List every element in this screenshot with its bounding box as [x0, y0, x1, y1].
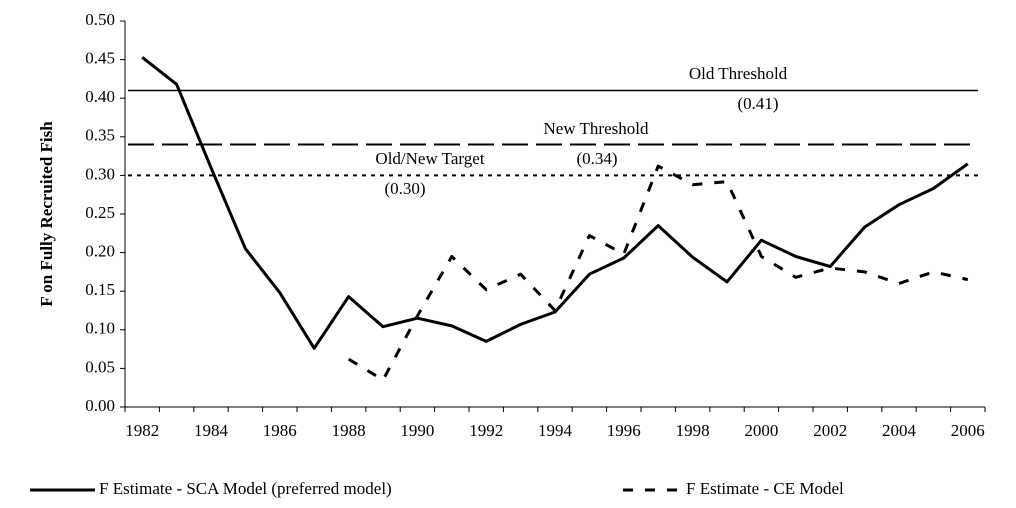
x-tick-label: 1986: [263, 421, 297, 440]
x-tick-label: 2004: [882, 421, 917, 440]
x-tick-label: 1992: [469, 421, 503, 440]
x-tick-label: 1998: [676, 421, 710, 440]
x-tick-label: 2002: [813, 421, 847, 440]
reference-label: Old/New Target: [375, 149, 484, 168]
x-tick-label: 1982: [125, 421, 159, 440]
y-tick-label: 0.30: [85, 164, 115, 183]
data-line: [141, 56, 969, 350]
x-tick-label: 1988: [332, 421, 366, 440]
y-tick-label: 0.25: [85, 203, 115, 222]
reference-value-label: (0.34): [576, 149, 617, 168]
y-axis-title: F on Fully Recruited Fish: [37, 121, 56, 307]
data-line: [347, 164, 969, 382]
legend-label: F Estimate - CE Model: [686, 479, 844, 498]
x-tick-label: 2000: [744, 421, 778, 440]
x-tick-label: 1984: [194, 421, 229, 440]
x-tick-label: 1996: [607, 421, 641, 440]
y-tick-label: 0.20: [85, 242, 115, 261]
y-tick-label: 0.00: [85, 396, 115, 415]
reference-label: Old Threshold: [689, 64, 788, 83]
y-tick-label: 0.05: [85, 357, 115, 376]
x-tick-label: 1990: [400, 421, 434, 440]
reference-value-label: (0.30): [384, 179, 425, 198]
reference-value-label: (0.41): [737, 94, 778, 113]
legend-label: F Estimate - SCA Model (preferred model): [99, 479, 392, 498]
y-tick-label: 0.40: [85, 87, 115, 106]
y-tick-label: 0.15: [85, 280, 115, 299]
y-tick-label: 0.45: [85, 49, 115, 68]
x-tick-label: 2006: [951, 421, 985, 440]
y-tick-label: 0.10: [85, 319, 115, 338]
y-tick-label: 0.35: [85, 126, 115, 145]
y-tick-label: 0.50: [85, 10, 115, 29]
x-tick-label: 1994: [538, 421, 573, 440]
reference-label: New Threshold: [544, 119, 649, 138]
